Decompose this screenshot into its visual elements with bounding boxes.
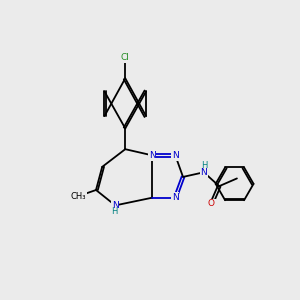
Text: N: N (172, 151, 179, 160)
Text: N: N (149, 151, 156, 160)
Text: N: N (172, 193, 179, 202)
Text: N: N (200, 168, 207, 177)
Text: H: H (111, 207, 117, 216)
Text: Cl: Cl (121, 53, 130, 62)
Text: N: N (112, 201, 119, 210)
Text: H: H (201, 161, 207, 170)
Text: CH₃: CH₃ (70, 192, 86, 201)
Text: O: O (208, 200, 215, 208)
